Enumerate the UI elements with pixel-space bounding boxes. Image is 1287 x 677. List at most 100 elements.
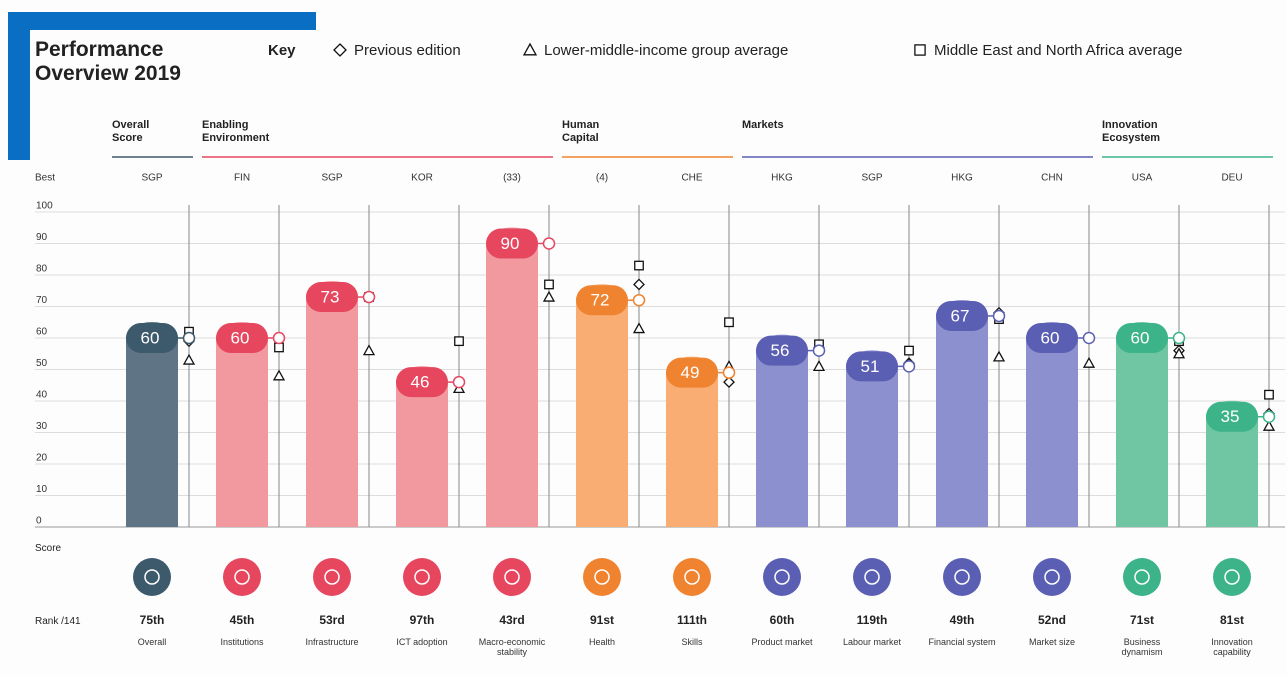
marker-square	[724, 317, 734, 328]
rank-label: 91st	[590, 613, 614, 627]
score-pill	[936, 300, 988, 331]
data-label: 60	[1131, 328, 1150, 347]
marker-diamond	[333, 43, 347, 57]
icon-glyph	[684, 569, 700, 585]
rank-label: 53rd	[319, 613, 344, 627]
best-label: DEU	[1221, 173, 1242, 184]
category-label: Overall	[137, 637, 167, 647]
icon-glyph	[864, 569, 880, 585]
best-label: CHE	[681, 173, 702, 184]
score-pill	[576, 285, 628, 316]
data-label: 60	[231, 328, 250, 347]
legend-label: Lower-middle-income group average	[544, 42, 788, 59]
y-tick-label: 80	[36, 264, 48, 275]
bar	[396, 366, 448, 527]
rank-label: 119th	[857, 613, 888, 627]
best-label: Best	[35, 173, 55, 184]
best-label: SGP	[141, 173, 162, 184]
marker-square	[454, 336, 464, 347]
data-label: 35	[1221, 407, 1240, 426]
rank-label: 97th	[410, 613, 435, 627]
category-label: Skills	[681, 637, 703, 647]
icon	[313, 558, 351, 596]
marker-diamond	[633, 278, 645, 291]
data-label: 51	[861, 357, 880, 376]
legend-label: Previous edition	[354, 42, 461, 59]
marker-triangle	[1082, 356, 1096, 368]
best-label: (33)	[503, 173, 521, 184]
decor-bar	[8, 12, 316, 30]
icon-glyph	[954, 569, 970, 585]
score-pill	[486, 228, 538, 259]
group-label: Markets	[742, 119, 784, 131]
marker-triangle	[182, 353, 196, 365]
y-tick-label: 50	[36, 358, 48, 369]
rank-label: 60th	[770, 613, 795, 627]
data-label: 67	[951, 306, 970, 325]
score-marker	[992, 309, 1006, 323]
data-label: 49	[681, 363, 700, 382]
bar	[216, 322, 268, 527]
category-label: Financial system	[928, 637, 996, 647]
rank-label: Rank /141	[35, 616, 81, 627]
rank-label: 49th	[950, 613, 975, 627]
score-pill	[1026, 323, 1078, 353]
icon-glyph	[504, 569, 520, 585]
best-label: SGP	[321, 173, 342, 184]
category-label: Market size	[1028, 637, 1075, 647]
y-tick-label: 0	[36, 516, 42, 527]
marker-square	[914, 44, 926, 56]
icon-glyph	[594, 569, 610, 585]
icon	[583, 558, 621, 596]
icon-glyph	[324, 569, 340, 585]
category-label: Labour market	[842, 637, 902, 647]
bar	[306, 281, 358, 527]
best-label: FIN	[234, 173, 250, 184]
bar	[1026, 322, 1078, 527]
score-marker	[542, 237, 556, 250]
key-label: Key	[268, 42, 296, 59]
category-label: Business dynamism	[1121, 637, 1163, 657]
score-marker	[1172, 331, 1186, 345]
score-marker	[722, 366, 736, 379]
marker-triangle	[272, 369, 286, 381]
rank-label: 75th	[140, 613, 165, 627]
icon	[223, 558, 261, 596]
y-tick-label: 70	[36, 295, 48, 306]
bar	[756, 334, 808, 527]
score-pill	[396, 367, 448, 398]
marker-square	[634, 260, 644, 271]
score-marker	[182, 331, 196, 345]
group-label: Overall Score	[112, 119, 150, 144]
score-pill	[666, 357, 718, 388]
data-label: 46	[411, 373, 430, 392]
category-label: Product market	[751, 637, 813, 647]
bar	[1116, 322, 1168, 527]
icon-glyph	[1134, 569, 1150, 585]
category-label: Innovation capability	[1211, 637, 1253, 657]
data-label: 56	[771, 341, 790, 360]
best-label: CHN	[1041, 173, 1063, 184]
rank-label: 71st	[1130, 613, 1154, 627]
y-tick-label: 10	[36, 484, 48, 495]
y-tick-label: 30	[36, 421, 48, 432]
category-label: Health	[588, 637, 615, 647]
y-tick-label: 100	[36, 201, 53, 212]
category-label: ICT adoption	[396, 637, 448, 647]
score-marker	[452, 375, 466, 389]
data-label: 72	[591, 291, 610, 310]
icon	[763, 558, 801, 596]
rank-label: 45th	[230, 613, 255, 627]
rank-label: 111th	[677, 613, 707, 627]
decor-bar	[8, 12, 30, 160]
best-label: USA	[1132, 173, 1153, 184]
y-tick-label: 90	[36, 232, 48, 243]
icon	[943, 558, 981, 596]
best-label: (4)	[596, 173, 608, 184]
marker-square	[274, 342, 284, 353]
y-tick-label: 40	[36, 390, 48, 401]
marker-triangle	[632, 322, 646, 334]
bar	[846, 350, 898, 527]
bar	[936, 299, 988, 527]
